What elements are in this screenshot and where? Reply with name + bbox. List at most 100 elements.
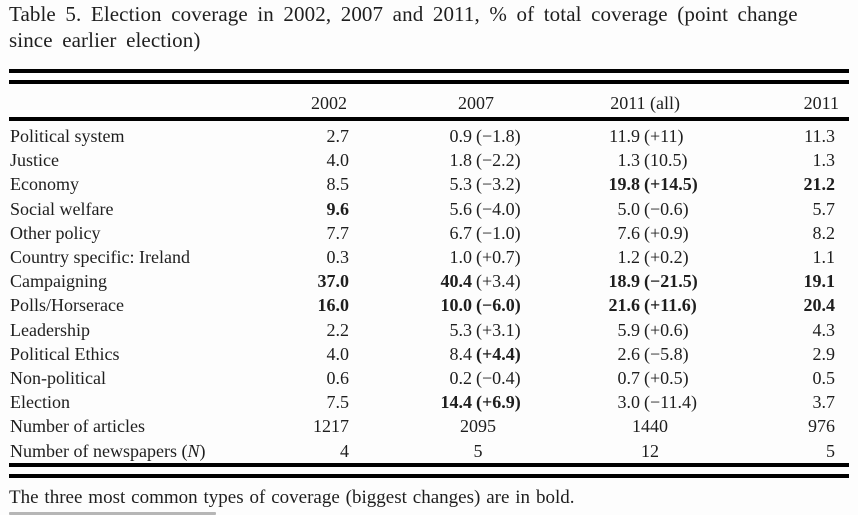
cell-2011: 8.2 xyxy=(714,221,849,245)
cell-2002: 0.6 xyxy=(254,366,359,390)
value: 0.2 xyxy=(449,368,473,389)
cell-2002: 37.0 xyxy=(254,269,359,293)
cell-2007: 6.7 (−1.0) xyxy=(359,221,534,245)
value: 5.7 xyxy=(812,198,836,219)
cell-2002: 4 xyxy=(254,439,359,463)
cell-2002: 4.0 xyxy=(254,342,359,366)
value: 1.1 xyxy=(812,247,836,268)
change: (10.5) xyxy=(644,150,688,171)
cell-2007: 8.4 (+4.4) xyxy=(359,342,534,366)
value: 7.7 xyxy=(326,222,350,243)
scan-artifact xyxy=(9,511,216,515)
cell-2011-all: 11.9 (+11) xyxy=(534,119,714,148)
change: (+11) xyxy=(644,126,684,146)
row-label: Non-political xyxy=(10,368,106,389)
cell-2007: 10.0 (−6.0) xyxy=(359,293,534,317)
table-caption: Table 5. Election coverage in 2002, 2007… xyxy=(9,2,798,52)
row-label: Political system xyxy=(10,126,125,146)
change: (−11.4) xyxy=(644,392,697,413)
value: 10.0 xyxy=(440,295,473,316)
change: (−21.5) xyxy=(644,271,698,292)
value: 21.2 xyxy=(803,174,836,195)
change: (+4.4) xyxy=(476,343,521,364)
table-row: Country specific: Ireland 0.3 1.0 (+0.7) 1.2… xyxy=(9,245,849,269)
table-row: Non-political 0.6 0.2 (−0.4) 0.7 (+0.5) 0.5 xyxy=(9,366,849,390)
change: (+0.5) xyxy=(644,368,689,389)
value: 21.6 xyxy=(608,295,641,316)
value: 11.9 xyxy=(609,126,640,146)
value: 19.1 xyxy=(803,271,836,292)
value: 19.8 xyxy=(608,174,641,195)
value: 4.0 xyxy=(326,343,350,364)
cell-2011-all: 3.0 (−11.4) xyxy=(534,390,714,414)
change: (+6.9) xyxy=(476,392,521,413)
cell-2011: 11.3 xyxy=(714,119,849,148)
table-row: Leadership 2.2 5.3 (+3.1) 5.9 (+0.6) 4.3 xyxy=(9,318,849,342)
cell-2011: 2.9 xyxy=(714,342,849,366)
value: 4 xyxy=(340,440,349,461)
change: (+14.5) xyxy=(644,174,698,195)
table-row: Political Ethics 4.0 8.4 (+4.4) 2.6 (−5.8) 2.9 xyxy=(9,342,849,366)
value: 0.9 xyxy=(449,126,473,146)
cell-2011: 5 xyxy=(714,439,849,463)
value: 1.3 xyxy=(812,150,836,171)
value: 5.9 xyxy=(617,319,641,340)
value: 1.8 xyxy=(449,150,473,171)
row-label-part: Number of newspapers ( xyxy=(10,440,188,461)
cell-2011: 21.2 xyxy=(714,172,849,196)
change: (+0.2) xyxy=(644,247,689,268)
table-row: Justice 4.0 1.8 (−2.2) 1.3 (10.5) 1.3 xyxy=(9,148,849,172)
column-header-2011-all: 2011 (all) xyxy=(534,84,714,121)
value: 2.2 xyxy=(326,319,350,340)
table-row: Political system 2.7 0.9 (−1.8) 11.9 (+11) 11.… xyxy=(9,119,849,148)
cell-2002: 1217 xyxy=(254,414,359,438)
row-label-part: ) xyxy=(199,440,206,461)
cell-2007: 40.4 (+3.4) xyxy=(359,269,534,293)
cell-2011-all: 1440 xyxy=(534,414,714,438)
cell-2011-all: 7.6 (+0.9) xyxy=(534,221,714,245)
cell-2011-all: 1.2 (+0.2) xyxy=(534,245,714,269)
cell-2002: 8.5 xyxy=(254,172,359,196)
change: (−4.0) xyxy=(476,198,521,219)
value: 8.2 xyxy=(812,222,836,243)
table-row: Number of newspapers (N) 4 5 12 5 xyxy=(9,439,849,463)
row-label: Number of articles xyxy=(10,416,145,437)
cell-2002: 4.0 xyxy=(254,148,359,172)
count-value: 12 xyxy=(641,440,659,461)
cell-2011-all: 18.9 (−21.5) xyxy=(534,269,714,293)
change: (+0.7) xyxy=(476,247,521,268)
cell-2007: 14.4 (+6.9) xyxy=(359,390,534,414)
value: 0.6 xyxy=(326,368,350,389)
row-label: Election xyxy=(10,392,70,413)
cell-2007: 1.0 (+0.7) xyxy=(359,245,534,269)
column-header-2002: 2002 xyxy=(254,84,359,121)
change: (−2.2) xyxy=(476,150,521,171)
cell-2011-all: 21.6 (+11.6) xyxy=(534,293,714,317)
value: 5.0 xyxy=(617,198,641,219)
table-row: Number of articles 1217 2095 1440 976 xyxy=(9,414,849,438)
value: 18.9 xyxy=(608,271,641,292)
value: 8.4 xyxy=(449,343,473,364)
change: (−1.0) xyxy=(476,222,521,243)
cell-2002: 9.6 xyxy=(254,197,359,221)
count-value: 5 xyxy=(473,440,483,461)
value: 1217 xyxy=(313,416,349,437)
value: 1.3 xyxy=(617,150,641,171)
count-value: 1440 xyxy=(632,416,668,437)
header-row: 2002 2007 2011 (all) 2011 xyxy=(9,84,849,121)
value: 0.7 xyxy=(617,368,641,389)
column-header-2011: 2011 xyxy=(714,84,849,121)
cell-2002: 2.2 xyxy=(254,318,359,342)
cell-2011-all: 5.0 (−0.6) xyxy=(534,197,714,221)
table-footnote: The three most common types of coverage … xyxy=(9,486,575,508)
cell-2011: 19.1 xyxy=(714,269,849,293)
table-row: Campaigning 37.0 40.4 (+3.4) 18.9 (−21.5) 19.1 xyxy=(9,269,849,293)
value: 16.0 xyxy=(317,295,350,316)
cell-2011: 976 xyxy=(714,414,849,438)
row-label: Economy xyxy=(10,174,79,195)
table-row: Social welfare 9.6 5.6 (−4.0) 5.0 (−0.6) 5.7 xyxy=(9,197,849,221)
cell-2011: 5.7 xyxy=(714,197,849,221)
value: 2.6 xyxy=(617,343,641,364)
cell-2007: 5.3 (+3.1) xyxy=(359,318,534,342)
